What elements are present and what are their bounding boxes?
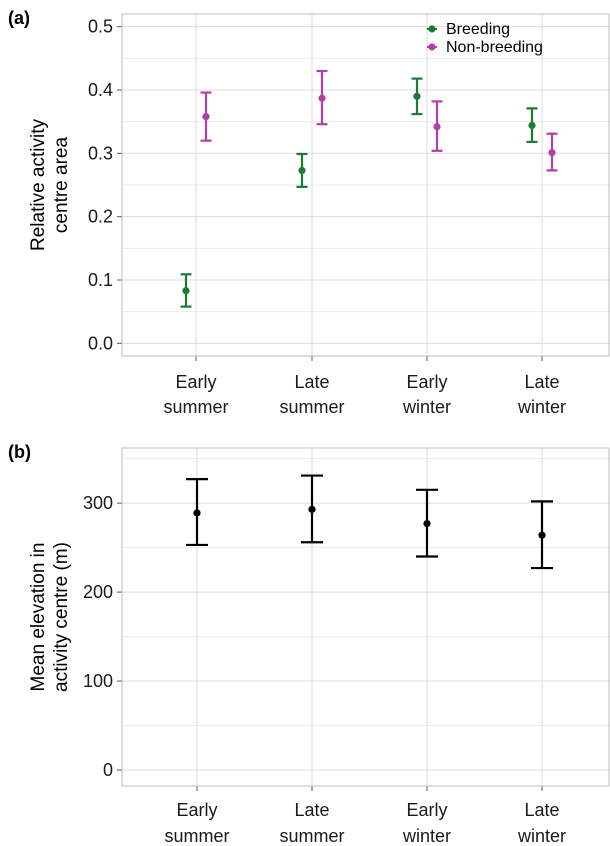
data-point (548, 149, 556, 157)
data-point (298, 166, 306, 175)
y-tick-label: 200 (83, 582, 113, 602)
series-breeding (180, 77, 538, 308)
plot-frame (121, 447, 610, 787)
x-tick-label: Late winter (517, 800, 566, 846)
y-tick-label: 300 (83, 493, 113, 513)
panel-a-label: (a) (8, 8, 30, 28)
y-tick-label: 0.0 (88, 333, 113, 353)
x-tick-label: Early winter (402, 372, 451, 417)
data-point (318, 94, 326, 102)
panel-b-label: (b) (8, 442, 31, 462)
data-point (433, 123, 441, 131)
x-tick-label: Late summer (279, 372, 344, 417)
y-tick-label: 100 (83, 671, 113, 691)
legend-label: Breeding (446, 21, 510, 38)
x-tick-label: Early winter (402, 800, 451, 846)
y-tick-label: 0.5 (88, 17, 113, 37)
series-non-breeding (200, 69, 558, 172)
data-point (182, 287, 190, 295)
plot-frame (121, 13, 610, 357)
y-tick-label: 0.4 (88, 80, 113, 100)
data-point (423, 520, 431, 528)
data-point (308, 505, 316, 513)
x-tick-label: Late winter (517, 372, 566, 417)
legend-swatch-point (428, 43, 436, 51)
data-point (413, 92, 421, 100)
x-tick-label: Early summer (164, 800, 229, 846)
chart-panel-a: (a) 0.0 0.1 0.2 0.3 0.4 0.5 Early summer Late summ… (8, 8, 610, 417)
legend-label: Non-breeding (446, 39, 543, 56)
data-point (538, 531, 546, 539)
y-tick-label: 0 (103, 760, 113, 780)
y-tick-label: 0.3 (88, 143, 113, 163)
y-axis-title: Mean elevation in activity centre (m) (28, 542, 72, 692)
chart-panel-b: (b) 0 100 200 300 Early summer Late summer Early w… (8, 442, 610, 846)
y-tick-label: 0.1 (88, 270, 113, 290)
x-tick-label: Late summer (279, 800, 344, 846)
data-point (202, 113, 210, 121)
data-point (193, 509, 201, 517)
series-elevation (186, 474, 553, 570)
x-tick-label: Early summer (163, 372, 228, 417)
y-axis-title: Relative activity centre area (28, 119, 72, 251)
legend-swatch-point (428, 25, 436, 33)
y-tick-label: 0.2 (88, 207, 113, 227)
data-point (528, 121, 536, 130)
